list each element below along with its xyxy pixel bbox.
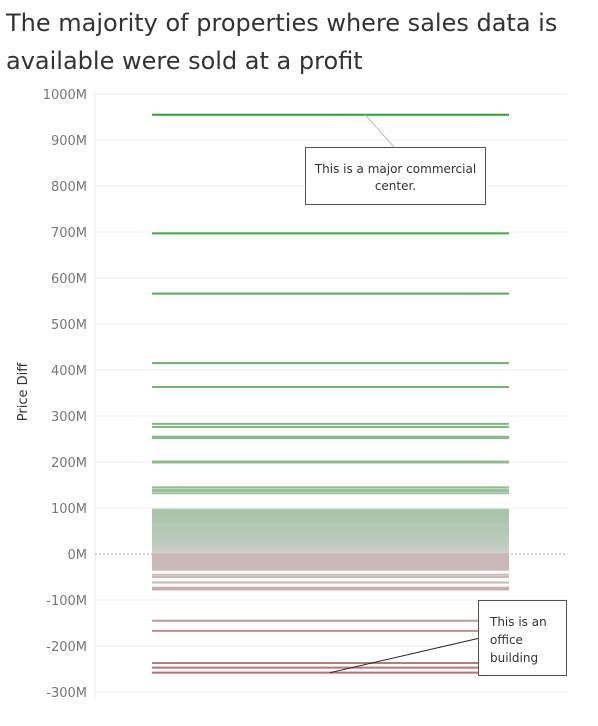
y-tick-label: 200M (51, 456, 87, 471)
y-tick-label: 500M (51, 318, 87, 333)
annotation-leader-line (364, 114, 395, 148)
y-tick-label: 300M (51, 410, 87, 425)
y-tick-label: 700M (51, 226, 87, 241)
y-tick-label: 900M (51, 134, 87, 149)
y-axis-label: Price Diff (16, 362, 31, 421)
annotation-leaders (329, 114, 481, 674)
annotation-leader-line (329, 637, 481, 674)
y-tick-label: 1000M (43, 88, 87, 103)
y-tick-label: 600M (51, 272, 87, 287)
y-tick-label: -300M (46, 686, 87, 701)
y-tick-label: 0M (68, 548, 88, 563)
y-tick-label: 800M (51, 180, 87, 195)
annotation-office-building: This is an office building (478, 600, 567, 676)
price-diff-marks (152, 113, 509, 674)
annotation-commercial-center: This is a major commercial center. (305, 147, 486, 205)
y-tick-label: -100M (46, 594, 87, 609)
chart-title: The majority of properties where sales d… (6, 9, 558, 75)
y-tick-label: 100M (51, 502, 87, 517)
y-tick-label: -200M (46, 640, 87, 655)
y-axis: 1000M 900M 800M 700M 600M 500M 400M 300M 200M 100… (43, 88, 87, 701)
y-tick-label: 400M (51, 364, 87, 379)
